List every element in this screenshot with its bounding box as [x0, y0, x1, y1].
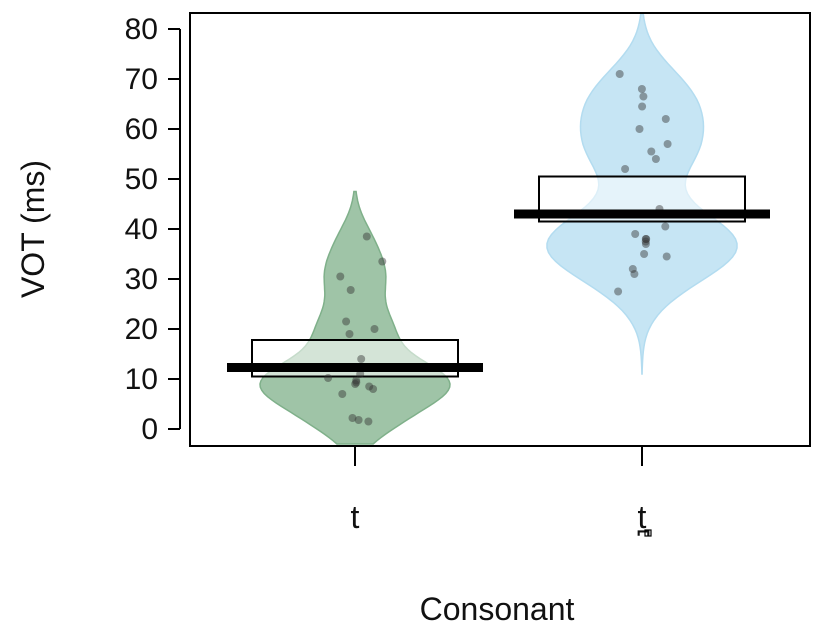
y-tick-label: 40 — [125, 213, 158, 246]
data-point — [641, 235, 650, 243]
data-point — [651, 155, 660, 163]
data-point — [338, 390, 347, 398]
data-point — [640, 250, 649, 258]
y-tick-label: 0 — [141, 413, 158, 446]
data-point — [635, 125, 644, 133]
series-t — [227, 190, 483, 445]
data-point — [345, 330, 354, 338]
y-axis: 0 10 20 30 40 50 60 70 80 — [125, 13, 181, 446]
plot-layer — [227, 13, 770, 445]
data-point — [370, 325, 379, 333]
y-tick-label: 60 — [125, 113, 158, 146]
data-point — [641, 237, 650, 246]
series-t-dental — [514, 13, 770, 375]
data-point — [346, 286, 355, 294]
plot-frame — [189, 12, 811, 447]
x-tick-label: t — [351, 499, 360, 535]
data-point — [615, 70, 624, 78]
data-point — [324, 374, 333, 382]
data-point — [621, 165, 630, 173]
data-point — [642, 235, 651, 243]
y-tick-label: 50 — [125, 163, 158, 196]
data-point — [352, 378, 361, 387]
data-point — [362, 232, 371, 241]
data-point — [357, 355, 366, 363]
data-point — [351, 380, 360, 388]
data-point — [342, 317, 351, 326]
x-axis-title: Consonant — [420, 591, 575, 626]
y-tick-label: 10 — [125, 363, 158, 396]
data-point — [369, 385, 378, 393]
data-point — [661, 115, 670, 123]
dental-diacritic-mark — [644, 529, 652, 537]
data-point — [348, 414, 357, 422]
data-point — [637, 85, 646, 93]
density-violin — [259, 190, 451, 445]
data-point — [352, 376, 361, 385]
data-point — [639, 92, 648, 101]
y-axis-title: VOT (ms) — [15, 160, 51, 298]
data-point — [662, 252, 671, 261]
data-point — [631, 230, 640, 238]
data-point — [661, 222, 670, 231]
y-tick-label: 20 — [125, 313, 158, 346]
data-point — [614, 287, 623, 296]
data-point — [638, 102, 647, 111]
data-point — [641, 240, 650, 248]
data-point — [365, 382, 374, 391]
data-point — [628, 265, 637, 273]
data-point — [364, 417, 373, 426]
data-point — [630, 270, 639, 278]
data-point — [663, 140, 672, 148]
data-point — [647, 147, 656, 156]
data-point — [336, 272, 345, 281]
y-tick-label: 30 — [125, 263, 158, 296]
data-point — [354, 416, 363, 424]
y-tick-label: 80 — [125, 13, 158, 46]
data-point — [378, 257, 387, 266]
y-tick-label: 70 — [125, 63, 158, 96]
x-axis: t t̪ — [351, 446, 652, 537]
